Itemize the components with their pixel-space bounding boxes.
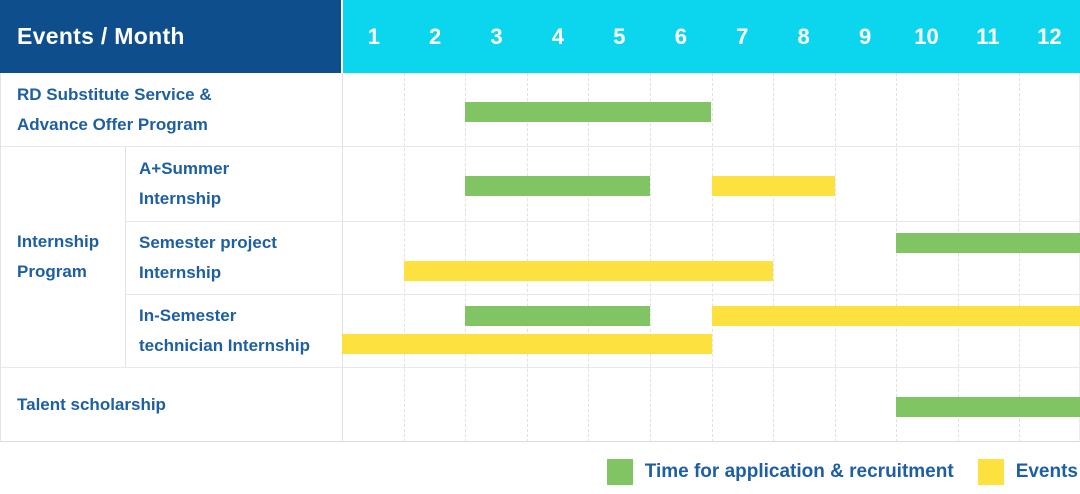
gantt-bar <box>465 101 712 122</box>
gantt-bar <box>403 261 774 281</box>
legend-swatch-application <box>606 459 633 485</box>
month-header-cell: 4 <box>551 23 565 49</box>
month-gridline <box>1019 73 1021 442</box>
row-divider <box>1 367 1080 368</box>
legend-swatch-events <box>977 459 1004 485</box>
month-gridline <box>834 73 836 442</box>
gantt-bar <box>465 306 650 326</box>
month-gridline <box>403 73 405 442</box>
label-column-divider <box>342 73 343 442</box>
legend: Time for application & recruitment Event… <box>0 459 1078 485</box>
row-divider <box>125 221 1080 222</box>
month-header-cell: 7 <box>736 23 749 49</box>
month-header-cell: 11 <box>976 23 1000 49</box>
month-header-row: 1 2 3 4 5 6 7 8 9 10 11 12 <box>343 0 1080 73</box>
month-gridline <box>649 73 651 442</box>
month-header-cell: 12 <box>1037 23 1062 49</box>
month-gridline <box>896 73 898 442</box>
gantt-bar <box>711 175 835 196</box>
gantt-bar <box>896 396 1080 417</box>
legend-label-events: Events <box>1015 461 1078 482</box>
row-label-a-plus-summer-internship: A+Summer Internship <box>139 158 230 208</box>
month-header-cell: 6 <box>674 23 687 49</box>
month-gridline <box>711 73 713 442</box>
month-header-cell: 1 <box>367 23 380 49</box>
row-divider <box>125 294 1080 295</box>
month-header-cell: 5 <box>613 23 626 49</box>
month-gridline <box>773 73 775 442</box>
table-corner-header: Events / Month <box>0 0 341 73</box>
row-label-semester-project-internship: Semester project Internship <box>139 232 277 282</box>
month-gridline <box>957 73 959 442</box>
gantt-bar <box>896 233 1080 253</box>
gantt-bar <box>342 334 712 354</box>
row-group-label-internship-program: Internship Program <box>17 231 100 281</box>
gantt-bar <box>711 306 1080 326</box>
month-header-cell: 2 <box>429 23 442 49</box>
row-label-talent-scholarship: Talent scholarship <box>17 394 166 414</box>
table-body: RD Substitute Service & Advance Offer Pr… <box>0 73 1080 442</box>
row-label-rd-substitute-service: RD Substitute Service & Advance Offer Pr… <box>17 84 212 134</box>
row-label-in-semester-technician-internship: In-Semester technician Internship <box>139 305 310 355</box>
corner-title: Events / Month <box>17 23 185 49</box>
gantt-bar <box>465 175 650 196</box>
month-header-cell: 10 <box>914 23 939 49</box>
legend-label-application: Time for application & recruitment <box>644 461 954 482</box>
month-header-cell: 8 <box>797 23 810 49</box>
month-gridline <box>526 73 528 442</box>
sublabel-column-divider <box>125 146 126 367</box>
row-divider <box>1 146 1080 147</box>
month-gridline <box>465 73 467 442</box>
month-header-cell: 3 <box>490 23 503 49</box>
month-header-cell: 9 <box>858 23 872 49</box>
month-gridline <box>588 73 590 442</box>
